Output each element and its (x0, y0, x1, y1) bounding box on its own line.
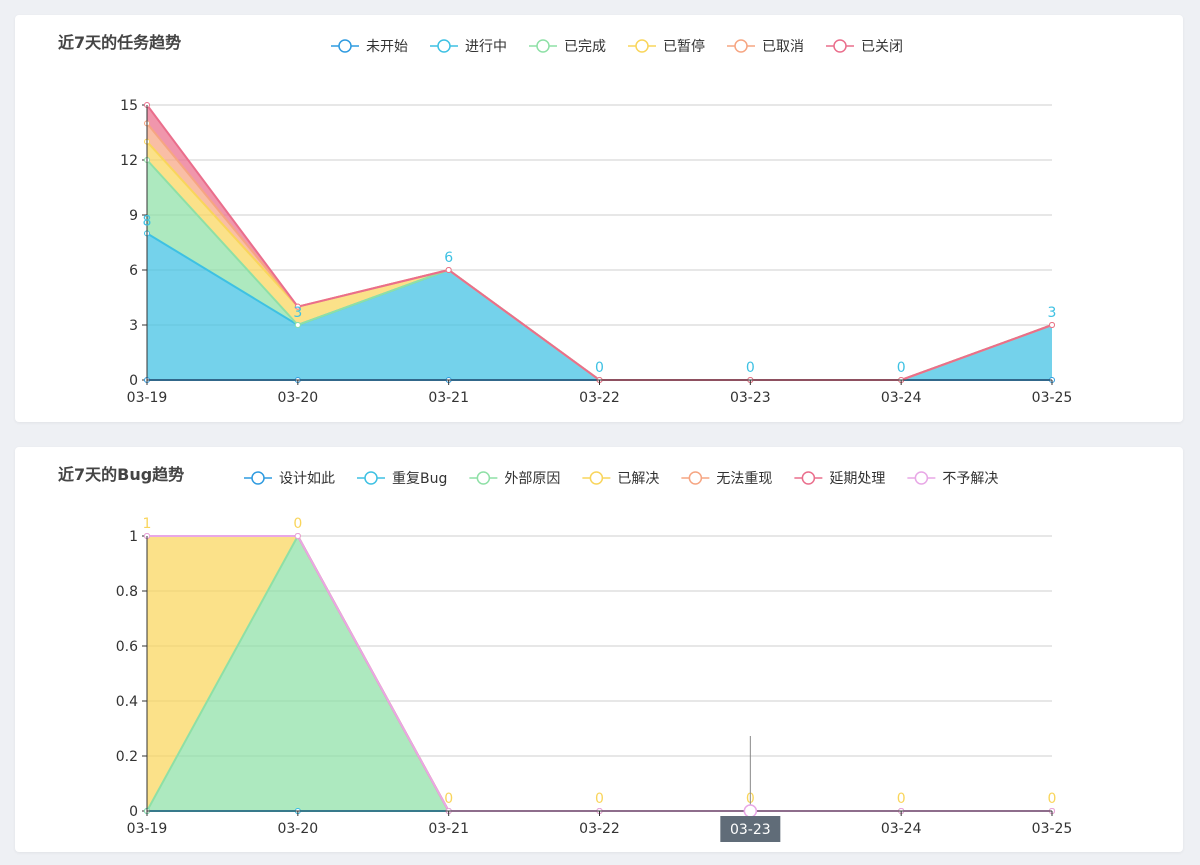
legend-item[interactable]: 进行中 (430, 39, 507, 55)
legend-item[interactable]: 已取消 (727, 39, 804, 55)
legend-label: 已完成 (564, 39, 606, 55)
hover-point (743, 804, 758, 818)
chart-title: 近7天的Bug趋势 (58, 465, 184, 484)
data-label: 6 (444, 250, 453, 266)
legend-marker-icon (833, 39, 847, 53)
x-tick-label: 03-20 (277, 390, 318, 406)
chart-title: 近7天的任务趋势 (58, 33, 181, 52)
legend-item[interactable]: 已完成 (529, 39, 606, 55)
legend-marker-icon (688, 471, 703, 485)
legend-item[interactable]: 无法重现 (681, 471, 772, 487)
x-tick-label: 03-21 (428, 390, 469, 406)
data-label: 0 (444, 791, 453, 807)
legend-item[interactable]: 外部原因 (469, 471, 560, 487)
task-trend-card: 近7天的任务趋势 未开始 进行中 已完成 已暂停 已取消 已关闭 0 3 6 9 12 15 03-19 0… (15, 15, 1183, 422)
hover-axis-label: 03-23 (730, 822, 771, 838)
legend-item[interactable]: 已关闭 (826, 39, 903, 55)
data-point[interactable] (294, 322, 301, 328)
legend-label: 重复Bug (392, 470, 447, 487)
x-tick-label: 03-19 (127, 821, 168, 837)
data-label: 8 (143, 213, 152, 229)
x-tick-label: 03-22 (579, 821, 620, 837)
x-tick-label: 03-19 (127, 390, 168, 406)
legend-label: 设计如此 (279, 471, 335, 487)
legend-label: 未开始 (366, 39, 408, 55)
data-label: 0 (897, 791, 906, 807)
x-tick-label: 03-20 (277, 821, 318, 837)
y-tick-label: 0.2 (116, 749, 138, 765)
data-point[interactable] (1049, 322, 1055, 328)
hover-axis-pointer (720, 816, 781, 842)
legend-label: 已解决 (617, 471, 659, 487)
legend-marker-icon (734, 39, 748, 53)
legend-item[interactable]: 不予解决 (907, 471, 998, 487)
x-tick-label: 03-22 (579, 390, 620, 406)
x-tick-label: 03-21 (428, 821, 469, 837)
legend-label: 无法重现 (716, 471, 772, 487)
legend-marker-icon (801, 471, 816, 485)
data-label: 0 (1048, 791, 1057, 807)
x-tick-label: 03-24 (881, 390, 922, 406)
x-tick-label: 03-23 (730, 390, 771, 406)
y-tick-label: 6 (129, 263, 138, 279)
y-tick-label: 9 (129, 208, 138, 224)
legend-label: 已取消 (762, 39, 804, 55)
legend-label: 不予解决 (942, 471, 998, 487)
data-label: 0 (595, 360, 604, 376)
legend-label: 外部原因 (504, 471, 560, 487)
data-label: 0 (897, 360, 906, 376)
legend-item[interactable]: 重复Bug (357, 470, 447, 487)
data-label: 0 (746, 360, 755, 376)
y-tick-label: 0.8 (116, 584, 138, 600)
legend-item[interactable]: 已解决 (582, 471, 659, 487)
data-label: 3 (1048, 305, 1057, 321)
legend-marker-icon (476, 471, 491, 485)
y-tick-label: 0.6 (116, 639, 138, 655)
y-tick-label: 3 (129, 318, 138, 334)
y-tick-label: 0.4 (116, 694, 138, 710)
legend-marker-icon (364, 471, 378, 485)
series-area (147, 233, 1052, 380)
legend-label: 已暂停 (663, 38, 705, 55)
legend-marker-icon (536, 39, 550, 53)
data-label: 1 (143, 516, 152, 532)
legend-marker-icon (437, 39, 451, 53)
bug-trend-card: 近7天的Bug趋势 设计如此 重复Bug 外部原因 已解决 无法重现 延期处理 不予解决 0 0.… (15, 447, 1183, 852)
legend-label: 已关闭 (861, 39, 903, 55)
y-tick-label: 15 (120, 98, 138, 114)
x-tick-label: 03-25 (1032, 821, 1073, 837)
data-point[interactable] (445, 267, 452, 273)
series-area (147, 536, 1052, 811)
data-label: 3 (293, 305, 302, 321)
y-tick-label: 0 (129, 804, 138, 820)
legend-item[interactable]: 已暂停 (628, 38, 705, 55)
y-tick-label: 0 (129, 373, 138, 389)
legend-item[interactable]: 未开始 (331, 39, 408, 55)
legend-label: 延期处理 (829, 471, 885, 487)
data-point[interactable] (294, 533, 301, 539)
bug-trend-chart[interactable]: 近7天的Bug趋势 设计如此 重复Bug 外部原因 已解决 无法重现 延期处理 不予解决 0 0.… (15, 447, 1183, 852)
data-point[interactable] (294, 303, 301, 310)
legend-marker-icon (338, 39, 352, 53)
legend-item[interactable]: 延期处理 (794, 471, 885, 487)
y-tick-label: 1 (129, 529, 138, 545)
legend-marker-icon (914, 471, 929, 485)
data-label: 0 (595, 791, 604, 807)
x-tick-label: 03-24 (881, 821, 922, 837)
legend-label: 进行中 (465, 39, 507, 55)
y-tick-label: 12 (120, 153, 138, 169)
legend-marker-icon (251, 471, 265, 485)
data-label: 0 (293, 516, 302, 532)
legend-item[interactable]: 设计如此 (244, 471, 335, 487)
x-tick-label: 03-25 (1032, 390, 1073, 406)
series-area (147, 536, 1052, 811)
legend-marker-icon (635, 39, 649, 53)
legend-marker-icon (589, 471, 604, 485)
